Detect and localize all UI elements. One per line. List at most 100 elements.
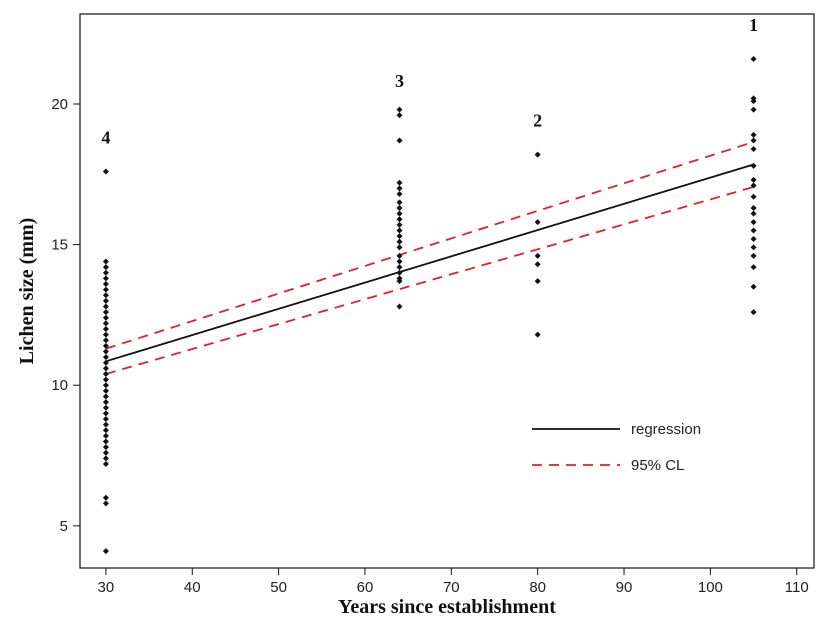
legend-cl-label: 95% CL <box>631 457 684 474</box>
plot-frame <box>79 13 815 569</box>
data-point <box>102 382 109 389</box>
x-tick-label: 110 <box>785 579 809 596</box>
data-points <box>102 55 757 555</box>
data-point <box>396 210 403 217</box>
data-point <box>750 131 757 138</box>
data-point <box>102 500 109 507</box>
data-point <box>750 219 757 226</box>
y-axis-title: Lichen size (mm) <box>16 218 38 365</box>
data-point <box>102 404 109 411</box>
data-point <box>102 286 109 293</box>
data-point <box>102 393 109 400</box>
data-point <box>396 199 403 206</box>
y-tick-label: 15 <box>51 237 68 254</box>
data-point <box>396 190 403 197</box>
confidence-limit-line <box>105 186 754 375</box>
data-point <box>396 238 403 245</box>
data-point <box>396 269 403 276</box>
data-point <box>102 292 109 299</box>
legend-regression-label: regression <box>631 421 701 438</box>
data-point <box>102 168 109 175</box>
data-point <box>102 354 109 361</box>
x-tick-label: 90 <box>616 579 633 596</box>
data-point <box>102 432 109 439</box>
data-point <box>396 205 403 212</box>
data-point <box>396 112 403 119</box>
data-point <box>396 227 403 234</box>
y-tick-label: 10 <box>51 377 68 394</box>
regression-line <box>105 163 754 363</box>
x-tick-label: 80 <box>529 579 546 596</box>
data-point <box>396 185 403 192</box>
data-point <box>396 137 403 144</box>
data-point <box>102 297 109 304</box>
data-point <box>102 427 109 434</box>
data-point <box>102 449 109 456</box>
data-point <box>102 415 109 422</box>
group-label: 3 <box>395 71 404 91</box>
data-point <box>102 337 109 344</box>
data-point <box>396 303 403 310</box>
data-point <box>102 376 109 383</box>
data-point <box>102 269 109 276</box>
x-tick-label: 30 <box>98 579 115 596</box>
data-point <box>534 278 541 285</box>
data-point <box>102 410 109 417</box>
data-point <box>750 205 757 212</box>
data-point <box>102 275 109 282</box>
data-point <box>750 193 757 200</box>
data-point <box>102 348 109 355</box>
data-point <box>750 264 757 271</box>
group-label: 4 <box>101 127 110 147</box>
data-point <box>534 219 541 226</box>
data-point <box>534 331 541 338</box>
data-point <box>102 258 109 265</box>
group-labels: 4 3 2 1 <box>101 15 758 147</box>
data-point <box>396 278 403 285</box>
data-point <box>102 331 109 338</box>
x-tick-label: 50 <box>270 579 287 596</box>
y-tick-label: 20 <box>51 96 68 113</box>
regression-lines <box>105 141 754 375</box>
data-point <box>102 387 109 394</box>
data-point <box>102 320 109 327</box>
data-point <box>102 494 109 501</box>
data-point <box>396 233 403 240</box>
data-point <box>750 210 757 217</box>
data-point <box>102 264 109 271</box>
data-point <box>102 359 109 366</box>
x-tick-label: 70 <box>443 579 460 596</box>
data-point <box>750 55 757 62</box>
data-point <box>750 227 757 234</box>
data-point <box>102 460 109 467</box>
data-point <box>534 252 541 259</box>
data-point <box>750 98 757 105</box>
data-point <box>750 145 757 152</box>
x-axis-title: Years since establishment <box>338 596 556 617</box>
data-point <box>396 216 403 223</box>
x-tick-label: 40 <box>184 579 201 596</box>
data-point <box>534 261 541 268</box>
data-point <box>102 399 109 406</box>
data-point <box>396 179 403 186</box>
data-point <box>102 370 109 377</box>
y-axis: 5 10 15 20 <box>51 96 80 535</box>
data-point <box>102 438 109 445</box>
data-point <box>102 342 109 349</box>
data-point <box>396 252 403 259</box>
data-point <box>750 235 757 242</box>
data-point <box>102 365 109 372</box>
data-point <box>396 221 403 228</box>
x-tick-label: 100 <box>698 579 723 596</box>
confidence-limit-line <box>105 141 754 350</box>
x-tick-label: 60 <box>357 579 374 596</box>
group-label: 1 <box>749 15 758 35</box>
data-point <box>750 244 757 251</box>
group-label: 2 <box>533 110 542 130</box>
data-point <box>102 309 109 316</box>
data-point <box>102 421 109 428</box>
data-point <box>102 548 109 555</box>
data-point <box>750 106 757 113</box>
data-point <box>750 176 757 183</box>
